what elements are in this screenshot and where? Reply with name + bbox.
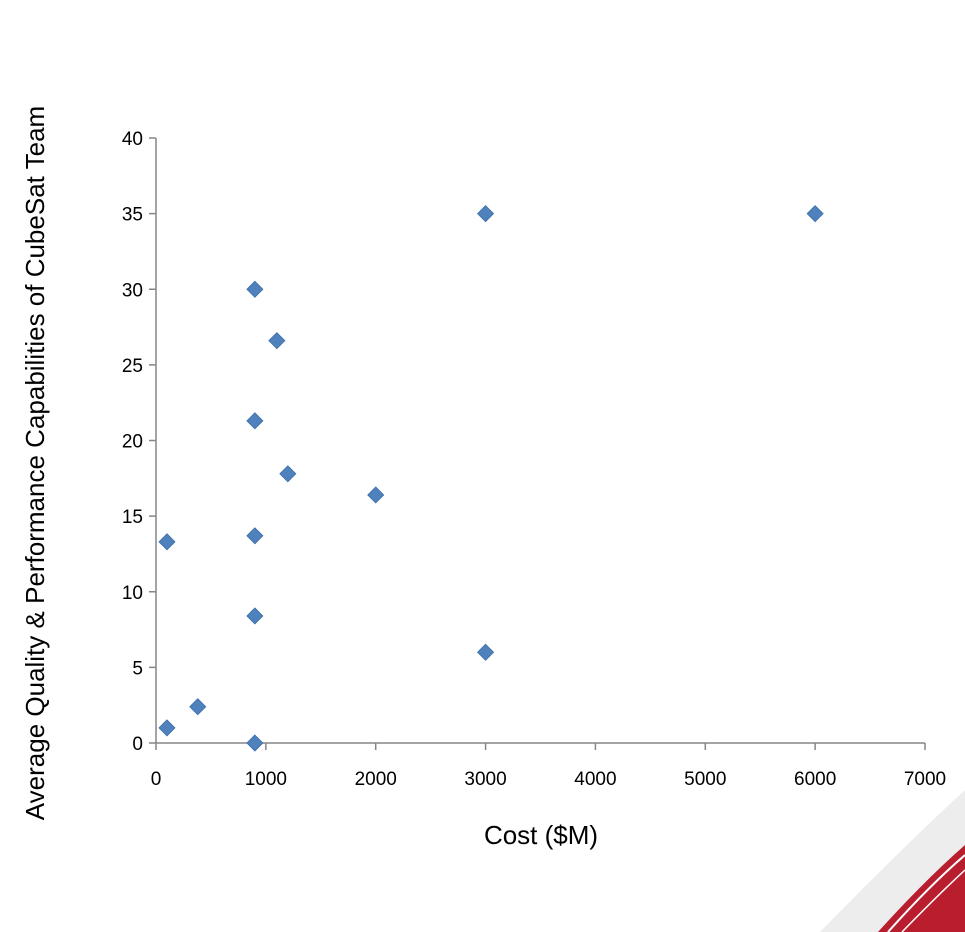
data-point	[477, 205, 495, 223]
data-point	[268, 332, 286, 350]
x-tick-label: 0	[151, 769, 162, 790]
y-tick-label: 0	[132, 734, 143, 755]
x-tick-label: 1000	[245, 769, 287, 790]
data-point	[189, 698, 207, 716]
data-point	[158, 719, 176, 737]
data-point	[477, 643, 495, 661]
x-tick-label: 5000	[684, 769, 726, 790]
y-tick-label: 15	[122, 507, 143, 528]
data-points	[158, 205, 824, 752]
data-point	[279, 465, 297, 483]
y-tick-label: 30	[122, 280, 143, 301]
x-axis: 0 1000 2000 3000 4000 5000 6000 7000	[151, 742, 946, 790]
decorative-corner-swoosh	[820, 790, 965, 932]
data-point	[246, 527, 264, 545]
data-point	[806, 205, 824, 223]
x-tick-label: 2000	[355, 769, 397, 790]
y-tick-label: 5	[132, 658, 143, 679]
y-tick-label: 20	[122, 432, 143, 453]
x-tick-label: 3000	[464, 769, 506, 790]
data-point	[367, 486, 385, 504]
x-axis-title: Cost ($M)	[484, 820, 598, 850]
y-tick-label: 40	[122, 129, 143, 150]
x-tick-label: 6000	[794, 769, 836, 790]
x-tick-label: 4000	[574, 769, 616, 790]
y-tick-label: 25	[122, 356, 143, 377]
data-point	[246, 280, 264, 298]
y-tick-label: 10	[122, 583, 143, 604]
data-point	[246, 734, 264, 752]
x-tick-label: 7000	[904, 769, 946, 790]
y-tick-label: 35	[122, 205, 143, 226]
y-axis: 0 5 10 15 20 25 30 35 40	[122, 129, 157, 755]
y-axis-title: Average Quality & Performance Capabiliti…	[20, 106, 50, 820]
data-point	[246, 607, 264, 625]
data-point	[158, 533, 176, 551]
data-point	[246, 412, 264, 430]
